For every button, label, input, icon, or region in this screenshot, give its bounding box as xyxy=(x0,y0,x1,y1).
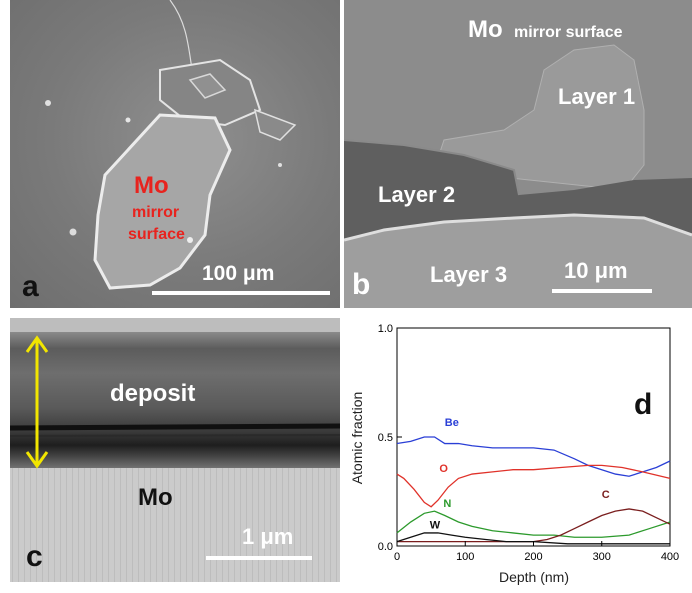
x-tick-label: 300 xyxy=(593,551,611,563)
panel-b-layers-graphic xyxy=(344,0,692,308)
panel-a-label-mo: Mo xyxy=(134,172,169,199)
panel-b-label-mo: Mo xyxy=(468,16,503,43)
series-line-n xyxy=(396,510,671,538)
y-axis-label: Atomic fraction xyxy=(349,392,365,485)
series-line-be xyxy=(396,436,671,477)
panel-a-scale-label: 100 μm xyxy=(202,262,275,285)
panel-a-letter: a xyxy=(22,270,39,303)
panel-d-depth-profile-chart: Be O N C W 0 100 200 300 400 0.0 0.5 1.0 Depth (nm)… xyxy=(344,318,692,588)
panel-b-label-layer3: Layer 3 xyxy=(430,262,508,287)
series-label-o: O xyxy=(439,463,448,475)
series-line-o xyxy=(396,464,671,508)
panel-c-label-deposit: deposit xyxy=(110,380,196,407)
panel-c-scale-label: 1 μm xyxy=(242,524,294,549)
panel-d-letter: d xyxy=(634,388,652,421)
series-label-w: W xyxy=(430,520,441,532)
x-axis-label: Depth (nm) xyxy=(499,569,569,585)
panel-b-sem-image: Mo mirror surface Layer 1 Layer 2 Layer … xyxy=(344,0,692,308)
panel-c-thickness-arrow xyxy=(25,335,49,469)
series-label-c: C xyxy=(602,489,610,501)
series-line-c xyxy=(397,508,671,543)
panel-a-scale-bar xyxy=(152,291,330,295)
x-tick-label: 400 xyxy=(661,551,679,563)
plot-frame xyxy=(396,327,671,547)
tick-layer: 0 100 200 300 400 0.0 0.5 1.0 xyxy=(378,323,679,563)
series-label-be: Be xyxy=(445,417,459,429)
panel-b-letter: b xyxy=(352,268,371,301)
panel-b-scale-bar xyxy=(552,289,652,293)
y-tick-label: 0.0 xyxy=(378,541,393,553)
series-label-n: N xyxy=(443,498,451,510)
x-tick-label: 100 xyxy=(456,551,474,563)
y-tick-label: 1.0 xyxy=(378,323,393,335)
panel-b-scale-label: 10 μm xyxy=(564,258,628,283)
x-tick-label: 0 xyxy=(394,551,400,563)
panel-a-sem-image: Mo mirror surface 100 μm a xyxy=(10,0,340,308)
depth-profile-svg: Be O N C W 0 100 200 300 400 0.0 0.5 1.0 Depth (nm)… xyxy=(349,323,679,585)
panel-c-sem-image: deposit Mo 1 μm c xyxy=(10,318,340,582)
y-tick-label: 0.5 xyxy=(378,432,393,444)
panel-a-surface-graphic xyxy=(45,0,297,290)
panel-c-label-mo: Mo xyxy=(138,484,173,511)
panel-c-cross-section-graphic xyxy=(10,318,340,582)
panel-a-label-surface: surface xyxy=(128,226,185,243)
panel-b-label-layer1: Layer 1 xyxy=(558,84,636,109)
x-tick-label: 200 xyxy=(524,551,542,563)
panel-b-label-mirror-surface: mirror surface xyxy=(514,24,623,41)
panel-b-label-layer2: Layer 2 xyxy=(378,182,456,207)
panel-c-letter: c xyxy=(26,540,43,573)
panel-c-scale-bar xyxy=(206,556,312,560)
panel-a-label-mirror: mirror xyxy=(132,204,180,221)
